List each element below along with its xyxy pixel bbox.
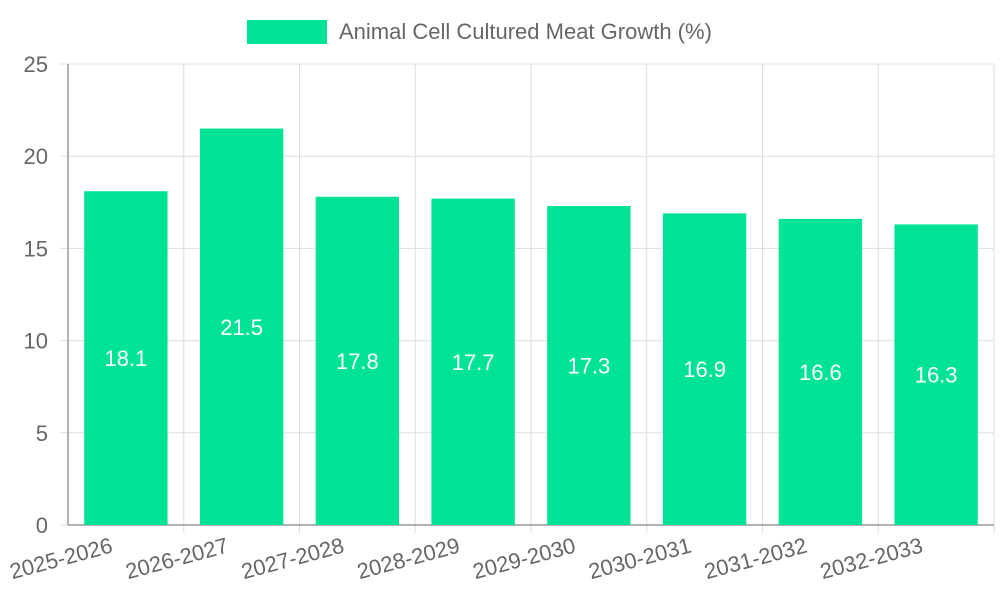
- legend[interactable]: Animal Cell Cultured Meat Growth (%): [247, 19, 712, 44]
- bar[interactable]: [199, 128, 284, 526]
- bar[interactable]: [315, 196, 400, 525]
- bar-data-label: 16.3: [915, 363, 958, 388]
- x-tick-label: 2026-2027: [123, 533, 231, 584]
- bar-data-label: 18.1: [104, 346, 147, 371]
- bar-data-label: 17.3: [567, 353, 610, 378]
- bar[interactable]: [84, 191, 168, 525]
- legend-label: Animal Cell Cultured Meat Growth (%): [339, 19, 712, 44]
- bar-data-label: 21.5: [220, 315, 263, 340]
- x-tick-label: 2030-2031: [586, 533, 694, 584]
- y-tick-label: 0: [36, 513, 48, 538]
- y-tick-label: 15: [24, 236, 48, 261]
- bar-data-label: 17.8: [336, 349, 379, 374]
- y-tick-label: 5: [36, 421, 48, 446]
- bars: [84, 128, 978, 526]
- x-tick-label: 2031-2032: [702, 533, 810, 584]
- bar[interactable]: [894, 224, 978, 526]
- y-tick-labels: 0 5 10 15 20 25: [24, 52, 48, 538]
- x-tick-label: 2025-2026: [7, 533, 115, 584]
- y-tick-label: 20: [24, 144, 48, 169]
- bar-data-label: 16.9: [683, 357, 726, 382]
- bar-data-label: 16.6: [799, 360, 842, 385]
- data-labels: 18.1 21.5 17.8 17.7 17.3 16.9 16.6 16.3: [104, 315, 957, 388]
- x-tick-label: 2032-2033: [817, 533, 925, 584]
- x-tick-label: 2029-2030: [470, 533, 578, 584]
- x-tick-labels: 2025-2026 2026-2027 2027-2028 2028-2029 2029…: [7, 533, 925, 584]
- bar[interactable]: [431, 198, 515, 525]
- bar-data-label: 17.7: [452, 350, 495, 375]
- bar[interactable]: [778, 218, 863, 525]
- x-tick-label: 2027-2028: [239, 533, 347, 584]
- bar[interactable]: [547, 205, 631, 525]
- x-tick-label: 2028-2029: [354, 533, 462, 584]
- legend-swatch: [247, 20, 327, 44]
- bar[interactable]: [662, 213, 747, 525]
- y-tick-label: 10: [24, 329, 48, 354]
- y-tick-label: 25: [24, 52, 48, 77]
